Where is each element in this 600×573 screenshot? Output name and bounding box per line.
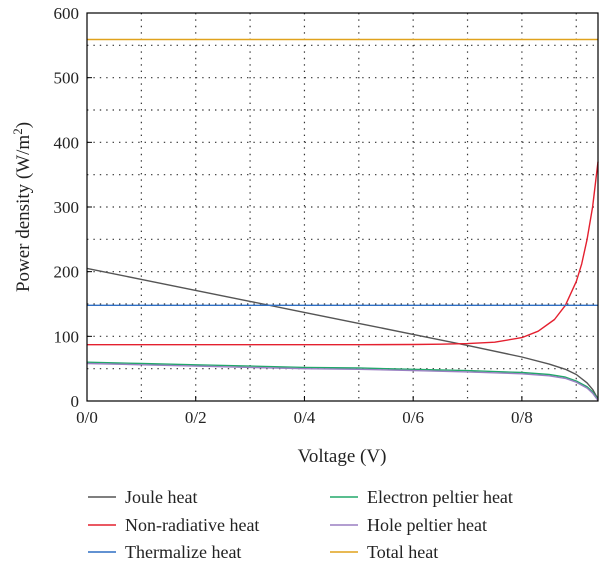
x-tick-label: 0/6: [402, 408, 424, 427]
y-tick-label: 600: [54, 4, 80, 23]
legend-label-electron-peltier-heat: Electron peltier heat: [367, 487, 513, 507]
legend-label-joule-heat: Joule heat: [125, 487, 197, 507]
y-tick-label: 0: [71, 392, 80, 411]
legend-label-total-heat: Total heat: [367, 542, 438, 562]
y-axis-label-main: Power density (W/m: [13, 135, 34, 292]
legend-label-non-radiative-heat: Non-radiative heat: [125, 515, 259, 535]
tick-layer: 0/0 0/2 0/4 0/6 0/8 0 100 200 300 400 500 600: [54, 4, 533, 427]
y-tick-label: 100: [54, 327, 80, 346]
series-line-hole-peltier-heat: [86, 362, 599, 401]
legend-label-hole-peltier-heat: Hole peltier heat: [367, 515, 487, 535]
series-line-non-radiative-heat: [87, 161, 599, 346]
x-tick-label: 0/2: [185, 408, 207, 427]
grid-layer: [87, 13, 598, 401]
x-tick-label: 0/0: [76, 408, 98, 427]
legend: Joule heat Non-radiative heat Thermalize h…: [88, 487, 513, 562]
y-axis-label-close: ): [13, 122, 34, 128]
series-layer: [86, 38, 599, 401]
x-tick-label: 0/4: [294, 408, 316, 427]
y-axis-label: Power density (W/m2): [10, 122, 34, 292]
x-axis-label: Voltage (V): [298, 446, 387, 467]
y-axis-label-superscript: 2: [10, 128, 25, 135]
y-tick-label: 300: [54, 198, 80, 217]
y-tick-label: 400: [54, 133, 80, 152]
x-tick-label: 0/8: [511, 408, 533, 427]
y-tick-label: 200: [54, 263, 80, 282]
series-line-electron-peltier-heat: [86, 361, 599, 401]
series-line-joule-heat: [86, 267, 599, 400]
y-tick-label: 500: [54, 69, 80, 88]
legend-label-thermalize-heat: Thermalize heat: [125, 542, 241, 562]
